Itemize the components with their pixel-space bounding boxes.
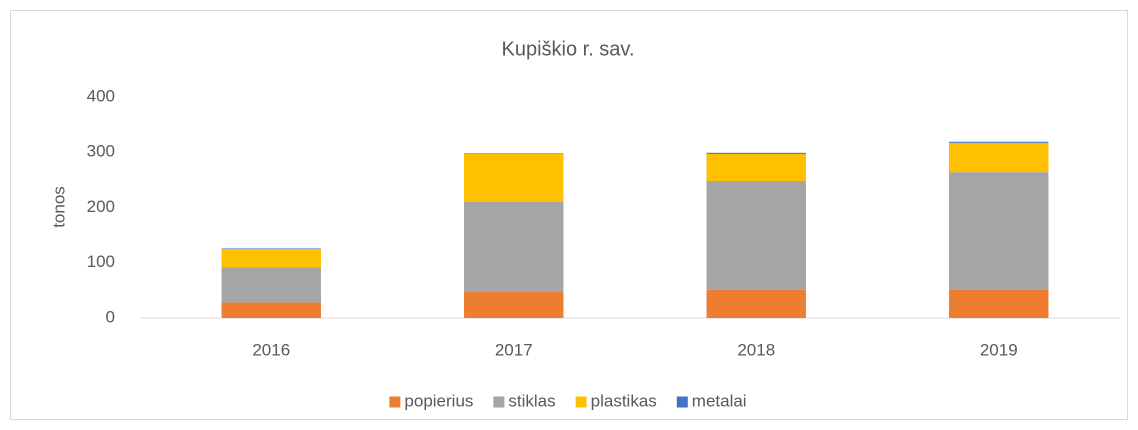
chart-border [10, 10, 1128, 420]
y-tick-label: 200 [87, 197, 115, 216]
legend-swatch [493, 396, 505, 408]
bar-segment [221, 248, 321, 268]
y-tick-label: 0 [106, 307, 115, 326]
legend-label: popierius [404, 391, 473, 410]
bar-segment [949, 142, 1049, 173]
y-tick-label: 400 [87, 86, 115, 105]
y-tick-label: 300 [87, 142, 115, 161]
bar-segment [706, 180, 806, 290]
bar-segment [706, 152, 806, 154]
y-tick-label: 100 [87, 252, 115, 271]
bar-segment [949, 172, 1049, 290]
bar-segment [464, 153, 564, 154]
bar-segment [949, 289, 1049, 318]
bar-segment [949, 141, 1049, 143]
legend-item: stiklas [493, 391, 556, 410]
bar-segment [464, 201, 564, 293]
legend-swatch [676, 396, 688, 408]
y-axis-label: tonos [49, 186, 68, 228]
bar-segment [221, 267, 321, 303]
legend-swatch [575, 396, 587, 408]
legend-label: metalai [692, 391, 747, 410]
chart-title: Kupiškio r. sav. [501, 38, 634, 60]
bar-segment [464, 153, 564, 202]
legend-label: plastikas [591, 391, 657, 410]
legend-item: plastikas [575, 391, 657, 410]
bar-segment [706, 289, 806, 318]
legend-label: stiklas [508, 391, 555, 410]
bar-segment [706, 153, 806, 181]
legend-swatch [389, 396, 401, 408]
bar-segment [221, 248, 321, 249]
x-tick-label: 2016 [252, 340, 290, 359]
x-tick-label: 2019 [980, 340, 1018, 359]
bar-segment [464, 292, 564, 318]
x-tick-label: 2018 [737, 340, 775, 359]
legend-item: metalai [676, 391, 747, 410]
bar-segment [221, 302, 321, 318]
legend-item: popierius [389, 391, 473, 410]
x-tick-label: 2017 [495, 340, 533, 359]
